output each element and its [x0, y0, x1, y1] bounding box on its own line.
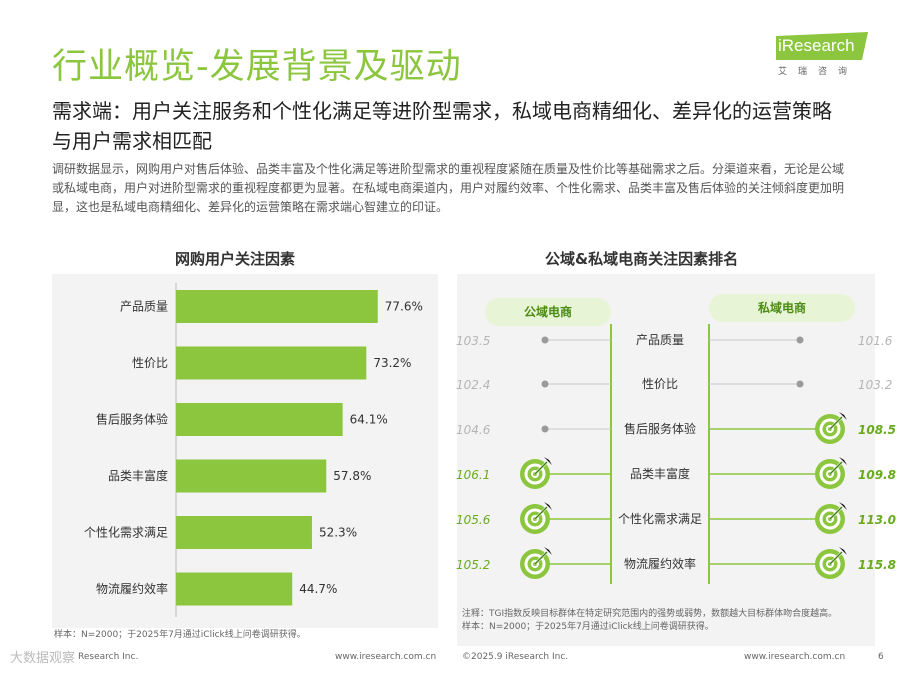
public-dot — [541, 336, 549, 344]
public-dot — [541, 425, 549, 433]
bar-value-label: 77.6% — [385, 300, 423, 314]
logo-flag-icon — [776, 32, 868, 60]
public-dot — [541, 380, 549, 388]
private-arrow-shaft — [829, 506, 843, 520]
iresearch-logo: iResearch 艾瑞咨询 — [776, 32, 872, 82]
private-tgi-value: 109.8 — [858, 468, 896, 482]
right-notes: 注释：TGI指数反映目标群体在特定研究范围内的强势或弱势，数额越大目标群体吻合度… — [462, 608, 862, 634]
private-tgi-value: 103.2 — [858, 378, 892, 392]
page-title: 行业概览-发展背景及驱动 — [52, 47, 462, 87]
private-tgi-value: 113.0 — [858, 513, 896, 527]
private-arrow-fletch — [839, 412, 847, 420]
bar — [176, 516, 312, 549]
bar — [176, 290, 378, 323]
bar-category-label: 物流履约效率 — [96, 581, 168, 596]
private-dot — [796, 336, 804, 344]
private-series-label: 私域电商 — [757, 300, 806, 315]
private-tgi-value: 115.8 — [858, 558, 896, 572]
bar — [176, 459, 327, 493]
private-arrow-fletch — [839, 457, 847, 465]
public-arrow-shaft — [534, 551, 548, 565]
bar-chart-title: 网购用户关注因素 — [175, 250, 296, 268]
page-subtitle: 需求端：用户关注服务和个性化满足等进阶型需求，私域电商精细化、差异化的运营策略与… — [52, 99, 832, 153]
private-arrow-fletch — [839, 547, 847, 555]
right-chart-background — [457, 274, 875, 646]
bar-category-label: 售后服务体验 — [96, 412, 168, 427]
bar-category-label: 性价比 — [132, 356, 168, 370]
public-tgi-value: 106.1 — [456, 468, 490, 482]
public-arrow-shaft — [534, 506, 548, 520]
logo-subtext: 艾瑞咨询 — [778, 67, 859, 77]
public-tgi-value: 104.6 — [456, 423, 491, 437]
bar-value-label: 52.3% — [319, 526, 357, 540]
bar-category-label: 个性化需求满足 — [84, 526, 168, 540]
public-tgi-value: 105.2 — [456, 558, 490, 572]
footer-url-left[interactable]: www.iresearch.com.cn — [335, 652, 437, 662]
watermark: 大数据观察 — [10, 651, 76, 666]
public-series-label: 公域电商 — [524, 304, 572, 319]
left-chart-background — [52, 274, 438, 628]
bar-value-label: 44.7% — [299, 582, 337, 596]
ranking-category-label: 品类丰富度 — [630, 466, 690, 481]
public-tgi-value: 105.6 — [456, 513, 491, 527]
bar-category-label: 产品质量 — [120, 300, 168, 314]
private-arrow-fletch — [839, 502, 847, 510]
right-source-note: 样本：N=2000；于2025年7月通过iClick线上问卷调研获得。 — [462, 622, 714, 632]
bar-value-label: 57.8% — [333, 469, 371, 483]
bar — [176, 346, 367, 380]
public-arrow-fletch — [544, 547, 552, 555]
ranking-category-label: 性价比 — [642, 377, 678, 391]
public-tgi-value: 102.4 — [456, 378, 490, 392]
ranking-category-label: 物流履约效率 — [624, 556, 696, 571]
private-tgi-value: 108.5 — [858, 423, 896, 437]
bar-value-label: 73.2% — [373, 356, 411, 370]
footer-copyright: ©2025.9 iResearch Inc. — [462, 652, 569, 662]
ranking-category-label: 产品质量 — [636, 333, 684, 347]
public-arrow-shaft — [534, 461, 548, 475]
ranking-category-label: 售后服务体验 — [624, 421, 696, 436]
private-arrow-shaft — [829, 551, 843, 565]
public-arrow-fletch — [544, 502, 552, 510]
page-number: 6 — [878, 652, 884, 662]
bar-value-label: 64.1% — [350, 413, 388, 427]
ranking-category-label: 个性化需求满足 — [618, 512, 702, 526]
private-dot — [796, 380, 804, 388]
private-tgi-value: 101.6 — [858, 334, 893, 348]
bar — [176, 403, 343, 436]
ranking-chart-title: 公域&私域电商关注因素排名 — [545, 250, 739, 268]
page-description: 调研数据显示，网购用户对售后体验、品类丰富及个性化满足等进阶型需求的重视程度紧随… — [52, 162, 845, 214]
bar — [176, 572, 293, 606]
footer-company: Research Inc. — [78, 652, 139, 662]
public-tgi-value: 103.5 — [456, 334, 490, 348]
public-series-pill — [485, 298, 611, 326]
private-arrow-shaft — [829, 416, 843, 430]
tgi-note: 注释：TGI指数反映目标群体在特定研究范围内的强势或弱势，数额越大目标群体吻合度… — [462, 609, 838, 619]
left-source-note: 样本：N=2000；于2025年7月通过iClick线上问卷调研获得。 — [54, 630, 306, 640]
bar-category-label: 品类丰富度 — [108, 468, 168, 483]
private-arrow-shaft — [829, 461, 843, 475]
logo-text: iResearch — [778, 36, 855, 55]
public-arrow-fletch — [544, 457, 552, 465]
private-series-pill — [709, 294, 855, 322]
footer-url-right[interactable]: www.iresearch.com.cn — [744, 652, 846, 662]
